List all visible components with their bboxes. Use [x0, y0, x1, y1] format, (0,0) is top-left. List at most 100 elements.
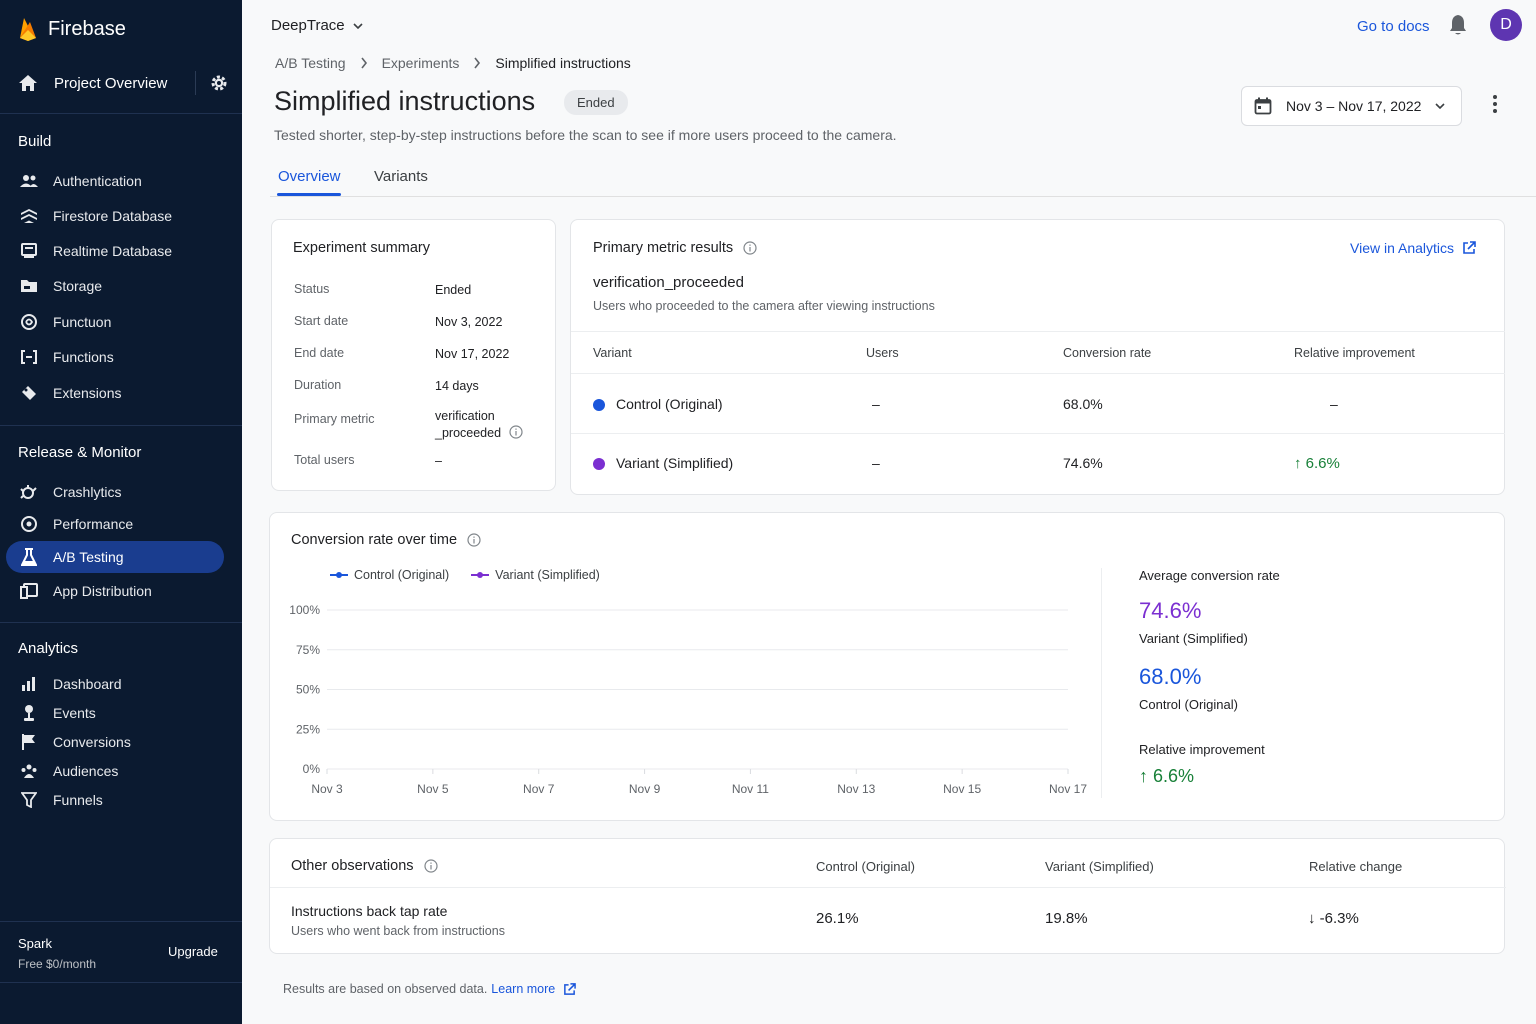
project-selector[interactable]: DeepTrace — [271, 17, 363, 34]
app-distribution-icon — [19, 581, 39, 601]
firebase-logo-icon — [20, 18, 36, 41]
learn-more-link[interactable]: Learn more — [491, 982, 556, 996]
other-observations-card: Other observations Control (Original) Va… — [269, 838, 1506, 954]
sidebar-item-app-distribution[interactable]: App Distribution — [6, 575, 224, 607]
sidebar-item-extensions[interactable]: Extensions — [6, 377, 224, 409]
sidebar-item-functions[interactable]: Functions — [6, 341, 224, 373]
avatar[interactable]: D — [1490, 9, 1522, 41]
sidebar-item-dashboard[interactable]: Dashboard — [6, 668, 224, 700]
project-overview-separator — [195, 71, 196, 95]
chevron-right-icon — [474, 57, 481, 69]
footnote-text: Results are based on observed data. — [283, 982, 488, 996]
open-in-new-icon[interactable] — [563, 982, 577, 996]
people-icon — [19, 171, 39, 191]
table-divider — [571, 331, 1505, 332]
sidebar-item-funnels[interactable]: Funnels — [6, 784, 224, 816]
sidebar-item-label: Authentication — [53, 173, 142, 189]
upgrade-button[interactable]: Upgrade — [168, 944, 218, 959]
home-icon — [19, 75, 37, 91]
sidebar-item-audiences[interactable]: Audiences — [6, 755, 224, 787]
date-range-picker[interactable]: Nov 3 – Nov 17, 2022 — [1241, 86, 1462, 126]
average-variant-name: Variant (Simplified) — [1139, 631, 1248, 646]
experiment-summary-card: Experiment summary Status Ended Start da… — [271, 219, 556, 491]
sidebar-item-authentication[interactable]: Authentication — [6, 165, 224, 197]
conversion-chart-card: Conversion rate over time Control (Origi… — [269, 512, 1505, 821]
gear-icon[interactable] — [210, 74, 228, 92]
realtime-db-icon — [19, 241, 39, 261]
x-tick-label: Nov 7 — [523, 782, 555, 796]
bar-chart-icon — [19, 674, 39, 694]
info-icon[interactable] — [423, 859, 438, 873]
chevron-down-icon — [353, 22, 363, 29]
sidebar-item-ab-testing[interactable]: A/B Testing — [6, 541, 224, 573]
sidebar-item-storage[interactable]: Storage — [6, 270, 224, 302]
section-build: Build — [18, 133, 52, 150]
sidebar-item-label: Events — [53, 705, 96, 721]
firestore-icon — [19, 206, 39, 226]
sidebar-item-hosting[interactable]: Functuon — [6, 306, 224, 338]
project-name: DeepTrace — [271, 17, 345, 34]
sidebar-divider — [0, 425, 242, 426]
go-to-docs-link[interactable]: Go to docs — [1357, 18, 1430, 35]
sidebar-item-label: Firestore Database — [53, 208, 173, 224]
view-in-analytics-link[interactable]: View in Analytics — [1350, 240, 1476, 256]
y-tick-label: 75% — [296, 643, 320, 657]
legend-item-variant[interactable]: Variant (Simplified) — [471, 568, 600, 582]
observation-metric-description: Users who went back from instructions — [291, 924, 505, 938]
breadcrumb-ab-testing[interactable]: A/B Testing — [275, 55, 346, 71]
bell-icon[interactable] — [1448, 14, 1468, 36]
column-header-users: Users — [866, 346, 899, 360]
breadcrumb: A/B Testing Experiments Simplified instr… — [275, 55, 631, 71]
summary-key: Primary metric — [294, 412, 375, 426]
folder-icon — [19, 276, 39, 296]
chart-side-divider — [1101, 568, 1102, 798]
info-icon[interactable] — [509, 425, 523, 439]
more-vert-icon[interactable] — [1486, 94, 1504, 114]
events-icon — [19, 703, 39, 723]
column-header-variant: Variant (Simplified) — [1045, 859, 1154, 874]
sidebar-item-realtime-database[interactable]: Realtime Database — [6, 235, 224, 267]
crashlytics-icon — [19, 482, 39, 502]
sidebar-item-performance[interactable]: Performance — [6, 508, 224, 540]
summary-key: Duration — [294, 378, 342, 392]
flask-icon — [19, 547, 39, 567]
view-in-analytics-label: View in Analytics — [1350, 240, 1455, 256]
plan-price: Free $0/month — [18, 957, 97, 971]
project-overview-link[interactable]: Project Overview — [54, 74, 168, 92]
other-observations-title: Other observations — [291, 858, 438, 874]
sidebar-divider — [0, 622, 242, 623]
breadcrumb-experiments[interactable]: Experiments — [381, 55, 460, 71]
summary-key: Status — [294, 282, 330, 296]
observation-relative-change: ↓ -6.3% — [1308, 910, 1359, 927]
column-header-variant: Variant — [593, 346, 632, 360]
plan-name: Spark — [18, 936, 52, 951]
sidebar-item-events[interactable]: Events — [6, 697, 224, 729]
table-row-control: Control (Original) — [593, 396, 723, 412]
primary-metric-title-text: Primary metric results — [593, 240, 734, 256]
average-variant-value: 74.6% — [1139, 598, 1202, 623]
sidebar-item-crashlytics[interactable]: Crashlytics — [6, 476, 224, 508]
relative-improvement-value: ↑ 6.6% — [1139, 766, 1195, 786]
info-icon[interactable] — [467, 533, 481, 547]
sidebar-item-firestore[interactable]: Firestore Database — [6, 200, 224, 232]
primary-metric-name: verification_proceeded — [593, 274, 744, 291]
sidebar-item-label: Realtime Database — [53, 243, 173, 259]
x-tick-label: Nov 3 — [311, 782, 343, 796]
firebase-brand[interactable]: Firebase — [18, 16, 126, 42]
average-control-name: Control (Original) — [1139, 697, 1238, 712]
legend-label: Control (Original) — [354, 568, 450, 582]
sidebar-item-label: Functuon — [53, 314, 112, 330]
sidebar-item-conversions[interactable]: Conversions — [6, 726, 224, 758]
summary-value: Nov 3, 2022 — [435, 315, 503, 329]
project-overview-row[interactable]: Project Overview — [18, 68, 228, 98]
info-icon[interactable] — [743, 241, 757, 255]
chart-legend: Control (Original) Variant (Simplified) — [330, 568, 600, 582]
x-tick-label: Nov 17 — [1049, 782, 1087, 796]
legend-item-control[interactable]: Control (Original) — [330, 568, 449, 582]
variant-name: Variant (Simplified) — [616, 455, 734, 471]
legend-swatch-variant — [471, 572, 490, 578]
tab-variants[interactable]: Variants — [374, 168, 428, 185]
extensions-icon — [19, 383, 39, 403]
tab-overview[interactable]: Overview — [278, 168, 341, 185]
sidebar-item-label: Performance — [53, 516, 134, 532]
